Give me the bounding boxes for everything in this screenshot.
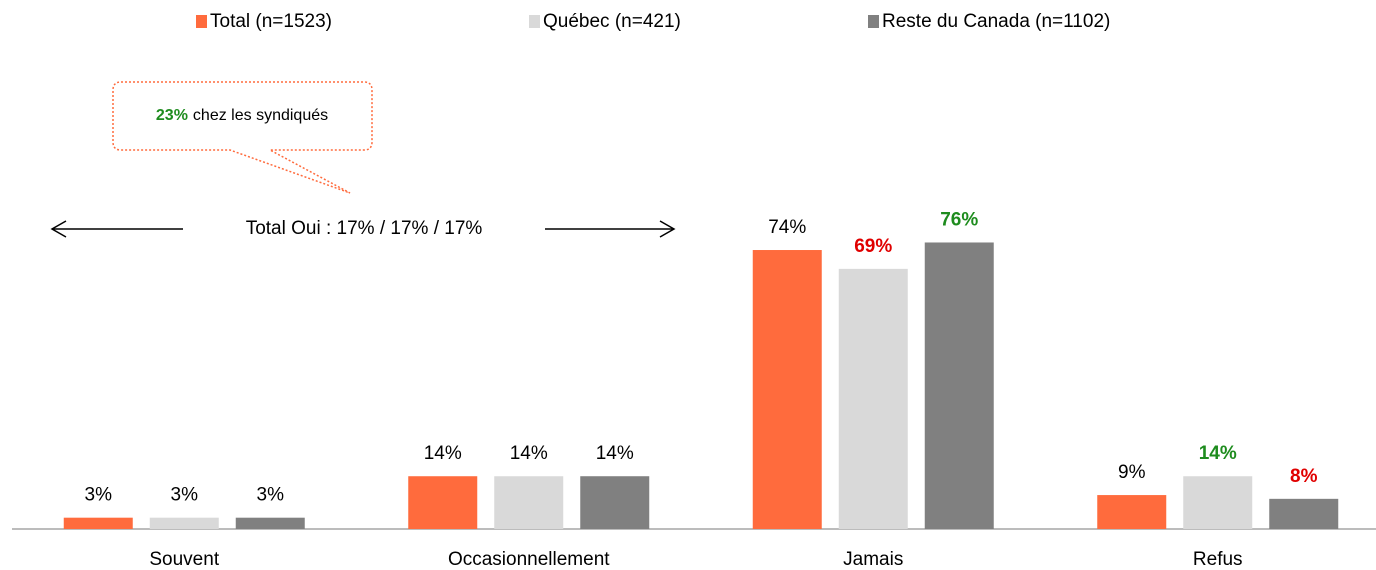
bar	[1183, 476, 1253, 529]
legend-label: Québec (n=421)	[543, 11, 681, 32]
arrow-head	[50, 220, 67, 238]
data-label: 74%	[768, 217, 806, 238]
legend-swatch	[868, 15, 879, 28]
bar	[1097, 495, 1167, 529]
legend-swatch	[529, 15, 540, 28]
callout-text: 23% chez les syndiqués	[156, 107, 328, 124]
legend-label: Total (n=1523)	[210, 11, 332, 32]
data-label: 76%	[940, 209, 978, 230]
bar	[494, 476, 564, 529]
x-tick-label: Jamais	[843, 549, 903, 570]
data-label: 69%	[854, 236, 892, 257]
bar	[408, 476, 478, 529]
bar	[149, 517, 219, 529]
data-label: 9%	[1118, 462, 1146, 483]
bar	[838, 268, 908, 529]
bar	[235, 517, 305, 529]
callout-highlight: 23%	[156, 107, 188, 124]
bar	[1269, 498, 1339, 529]
callout: 23% chez les syndiqués	[112, 81, 373, 194]
data-label: 14%	[1199, 443, 1237, 464]
total-oui-annotation: Total Oui : 17% / 17% / 17%	[50, 218, 676, 239]
bar	[580, 476, 650, 529]
arrow-head	[659, 220, 676, 238]
callout-box	[112, 81, 373, 194]
data-label: 3%	[257, 485, 285, 506]
legend-swatch	[196, 15, 207, 28]
annotation-text: Total Oui : 17% / 17% / 17%	[246, 218, 483, 239]
x-tick-label: Refus	[1193, 549, 1243, 570]
data-label: 3%	[85, 485, 113, 506]
data-label: 14%	[424, 443, 462, 464]
bar	[752, 250, 822, 529]
x-tick-label: Occasionnellement	[448, 549, 610, 570]
data-label: 3%	[171, 485, 199, 506]
data-label: 8%	[1290, 466, 1318, 487]
x-tick-label: Souvent	[149, 549, 219, 570]
bar	[63, 517, 133, 529]
data-label: 14%	[596, 443, 634, 464]
legend-label: Reste du Canada (n=1102)	[882, 11, 1110, 32]
data-label: 14%	[510, 443, 548, 464]
callout-body: chez les syndiqués	[193, 107, 328, 124]
bar	[924, 242, 994, 530]
